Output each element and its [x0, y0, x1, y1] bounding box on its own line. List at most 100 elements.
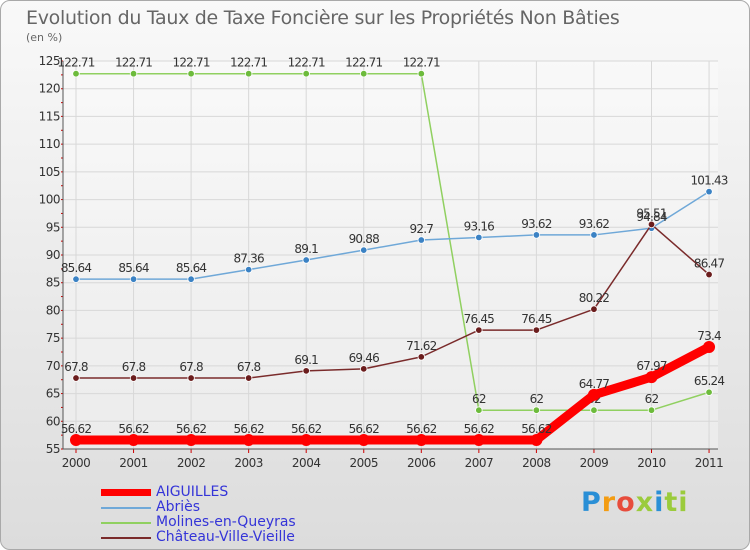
data-label: 56.62 — [176, 422, 207, 436]
data-label: 85.64 — [61, 261, 92, 275]
data-point — [587, 388, 600, 401]
y-tick-label: 120 — [39, 82, 60, 96]
x-tick-label: 2001 — [119, 456, 148, 470]
data-point — [472, 434, 485, 447]
data-point — [129, 69, 138, 78]
y-tick-label: 115 — [39, 109, 60, 123]
data-point — [475, 406, 483, 414]
data-point — [645, 371, 658, 384]
data-point — [647, 406, 656, 414]
data-label: 56.62 — [521, 422, 552, 436]
y-tick-label: 60 — [46, 414, 60, 428]
data-label: 56.62 — [233, 422, 264, 436]
y-tick-label: 75 — [46, 331, 60, 345]
x-tick-label: 2004 — [292, 456, 321, 470]
data-point — [187, 69, 195, 78]
y-tick-label: 55 — [46, 442, 60, 456]
data-point — [302, 256, 310, 264]
chart-title: Evolution du Taux de Taxe Foncière sur l… — [26, 7, 620, 29]
data-point — [72, 275, 80, 283]
data-label: 56.62 — [349, 422, 380, 436]
data-point — [360, 365, 368, 373]
x-tick-label: 2006 — [407, 456, 436, 470]
data-label: 67.8 — [179, 360, 203, 374]
data-point — [300, 434, 313, 447]
data-label: 122.71 — [172, 56, 209, 70]
data-label: 56.62 — [118, 422, 149, 436]
data-label: 93.62 — [579, 217, 610, 231]
data-label: 67.8 — [64, 360, 88, 374]
data-point — [532, 231, 541, 239]
data-point — [242, 434, 255, 447]
data-point — [417, 69, 425, 78]
x-tick-label: 2000 — [62, 456, 91, 470]
data-label: 122.71 — [403, 56, 440, 70]
data-point — [72, 374, 80, 382]
data-point — [127, 434, 140, 447]
data-point — [185, 434, 198, 447]
y-tick-label: 85 — [46, 276, 60, 290]
data-label: 64.77 — [579, 377, 610, 391]
x-tick-label: 2007 — [465, 456, 494, 470]
data-label: 69.46 — [349, 351, 380, 365]
data-point — [705, 388, 713, 396]
y-tick-label: 95 — [46, 220, 60, 234]
x-tick-label: 2009 — [580, 456, 609, 470]
data-label: 62 — [645, 392, 659, 406]
series-line-molines-en-queyras — [75, 72, 710, 411]
data-label: 95.51 — [636, 206, 667, 220]
data-label: 87.36 — [233, 252, 264, 266]
data-point — [360, 246, 368, 254]
data-point — [705, 270, 713, 279]
data-point — [129, 275, 138, 283]
proxiti-logo: Proxiti — [581, 487, 689, 518]
data-label: 94.84 — [636, 210, 667, 224]
data-point — [705, 187, 713, 196]
series-line-ch-teau-ville-vieille — [75, 223, 710, 379]
data-label: 65.24 — [694, 374, 725, 388]
data-point — [415, 434, 428, 447]
data-point — [129, 374, 138, 382]
data-label: 122.71 — [115, 56, 152, 70]
legend-label: Molines-en-Queyras — [156, 514, 296, 530]
data-point — [187, 275, 195, 283]
data-point — [475, 233, 483, 242]
data-label: 69.1 — [294, 353, 318, 367]
legend-label: AIGUILLES — [156, 484, 229, 500]
data-label: 101.43 — [690, 174, 727, 188]
data-point — [590, 231, 598, 239]
legend-swatch — [101, 522, 151, 524]
x-tick-label: 2002 — [177, 456, 206, 470]
data-label: 56.62 — [61, 422, 92, 436]
legend-label: Abriès — [156, 499, 201, 515]
data-point — [244, 69, 253, 78]
data-point — [244, 265, 253, 274]
data-label: 90.88 — [349, 232, 380, 246]
legend-swatch — [101, 537, 151, 539]
data-label: 76.45 — [464, 312, 495, 326]
data-point — [475, 326, 483, 334]
data-point — [302, 69, 310, 78]
legend-label: Château-Ville-Vieille — [156, 529, 295, 545]
data-point — [532, 326, 541, 334]
data-label: 122.71 — [57, 56, 94, 70]
data-point — [357, 434, 370, 447]
y-tick-label: 100 — [39, 193, 60, 207]
data-label: 93.16 — [464, 219, 495, 233]
legend-swatch — [101, 507, 151, 509]
data-point — [647, 220, 656, 229]
legend-swatch — [101, 489, 151, 496]
data-point — [360, 69, 368, 78]
y-tick-label: 105 — [39, 165, 60, 179]
unit-label: (en %) — [26, 31, 63, 44]
data-label: 56.62 — [291, 422, 322, 436]
data-point — [417, 353, 425, 361]
data-label: 89.1 — [294, 242, 318, 256]
data-label: 85.64 — [176, 261, 207, 275]
data-label: 92.7 — [410, 222, 434, 236]
data-point — [187, 374, 195, 382]
y-tick-label: 80 — [46, 303, 60, 317]
data-point — [532, 406, 541, 414]
data-label: 85.64 — [118, 261, 149, 275]
